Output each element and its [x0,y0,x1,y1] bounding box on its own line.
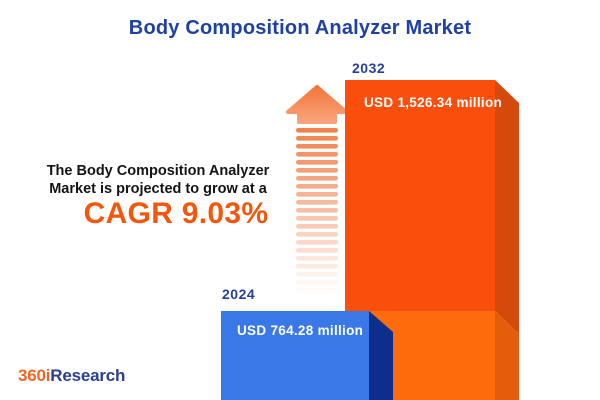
bar-2032-side-lower [495,311,519,400]
bar-2024-front [221,311,369,400]
bar-2032-front-upper [345,80,495,311]
year-label-2032: 2032 [352,60,386,76]
description-block: The Body Composition Analyzer Market is … [38,162,278,229]
bar-2024-side [369,311,393,400]
description-line-1: The Body Composition Analyzer [46,163,270,179]
bar-2032-side-upper [495,80,519,334]
bar-value-2024: USD 764.28 million [237,323,364,338]
bar-value-2032: USD 1,526.34 million [364,95,503,110]
year-label-2024: 2024 [222,286,256,302]
arrow-head [286,85,348,124]
description-line-2: Market is projected to grow at a [49,181,267,197]
company-logo: 360iResearch [18,366,125,386]
growth-arrow-icon [286,85,348,285]
arrow-stripes [296,128,338,285]
page-title: Body Composition Analyzer Market [128,17,472,39]
logo-part-blue: Research [50,366,126,385]
logo-part-orange: 360i [18,366,51,385]
